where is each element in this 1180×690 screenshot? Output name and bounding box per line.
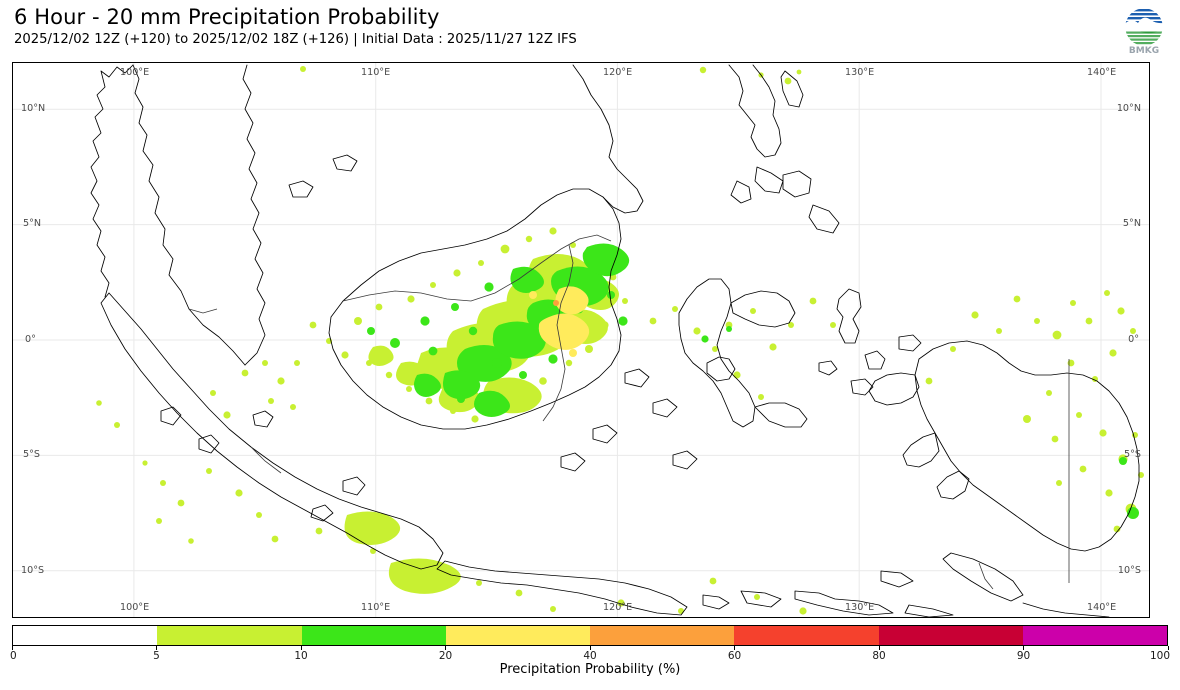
- bmkg-logo: BMKG: [1117, 6, 1171, 56]
- colorbar-segment-0-5: [13, 626, 158, 645]
- colorbar-tick-label: 5: [153, 650, 160, 662]
- page-title: 6 Hour - 20 mm Precipitation Probability: [14, 5, 440, 29]
- colorbar-tick-mark: [1167, 646, 1169, 650]
- lon-label-bottom-110e: 110°E: [361, 602, 391, 613]
- colorbar-tick-label: 20: [438, 650, 453, 662]
- colorbar-tick-mark: [589, 646, 591, 650]
- page-subtitle: 2025/12/02 12Z (+120) to 2025/12/02 18Z …: [14, 32, 577, 47]
- colorbar-tick-mark: [878, 646, 880, 650]
- lat-label-right-10s: 10°S: [1117, 565, 1141, 576]
- colorbar-segment-90-100: [1022, 626, 1167, 645]
- colorbar-tick-label: 80: [872, 650, 886, 662]
- lat-label-left-10n: 10°N: [21, 103, 46, 114]
- colorbar-tick-label: 40: [583, 650, 597, 662]
- precip-band-10-20: [367, 243, 1139, 519]
- colorbar-segment-40-60: [590, 626, 735, 645]
- colorbar-ticks: 0 5 10 20 40 60 80 90 100: [0, 646, 1180, 662]
- map-canvas: [13, 63, 1149, 617]
- colorbar-tick-label: 60: [727, 650, 742, 662]
- bmkg-logo-text: BMKG: [1129, 46, 1159, 56]
- map-coastlines: [90, 64, 1140, 617]
- header: 6 Hour - 20 mm Precipitation Probability…: [14, 4, 1074, 49]
- lon-label-bottom-130e: 130°E: [845, 602, 875, 613]
- lon-label-bottom-100e: 100°E: [120, 602, 150, 613]
- colorbar[interactable]: [12, 625, 1168, 646]
- colorbar-segment-80-90: [878, 626, 1023, 645]
- lat-label-left-5n: 5°N: [23, 218, 42, 229]
- colorbar-tick-mark: [11, 646, 13, 650]
- lat-label-right-10n: 10°N: [1116, 103, 1141, 114]
- colorbar-tick-mark: [1023, 646, 1024, 650]
- lon-label-top-140e: 140°E: [1087, 67, 1117, 78]
- lat-label-right-5s: 5°S: [1124, 449, 1141, 460]
- lon-label-bottom-140e: 140°E: [1087, 602, 1117, 613]
- lon-label-top-130e: 130°E: [845, 67, 875, 78]
- lon-label-top-120e: 120°E: [603, 67, 633, 78]
- colorbar-segment-20-40: [445, 626, 590, 645]
- colorbar-tick-label: 10: [294, 650, 308, 662]
- lon-label-top-100e: 100°E: [120, 67, 150, 78]
- lat-label-left-5s: 5°S: [23, 449, 40, 460]
- map-panel[interactable]: 10°N 5°N 0° 5°S 10°S 10°N 5°N 0° 5°S 10°…: [12, 62, 1150, 618]
- colorbar-tick-label: 0: [10, 650, 17, 662]
- lon-label-bottom-120e: 120°E: [603, 602, 633, 613]
- colorbar-segment-5-10: [157, 626, 302, 645]
- colorbar-tick-mark: [300, 646, 302, 650]
- lon-label-top-110e: 110°E: [361, 67, 391, 78]
- colorbar-tick-mark: [734, 646, 735, 650]
- lat-label-right-0: 0°: [1128, 334, 1139, 345]
- colorbar-tick-mark: [445, 646, 446, 650]
- map-country-borders: [188, 234, 1070, 590]
- lat-label-left-10s: 10°S: [21, 565, 45, 576]
- bmkg-logo-icon: BMKG: [1124, 7, 1164, 56]
- colorbar-segment-60-80: [734, 626, 879, 645]
- colorbar-segment-10-20: [301, 626, 446, 645]
- lat-label-right-5n: 5°N: [1122, 218, 1141, 229]
- colorbar-axis-label: Precipitation Probability (%): [499, 662, 681, 677]
- colorbar-tick-label: 90: [1016, 650, 1031, 662]
- precip-band-20-40: [529, 286, 590, 357]
- colorbar-tick-label: 100: [1149, 650, 1170, 662]
- colorbar-tick-mark: [156, 646, 157, 650]
- lat-label-left-0: 0°: [25, 334, 36, 345]
- precip-band-40-60: [553, 300, 559, 306]
